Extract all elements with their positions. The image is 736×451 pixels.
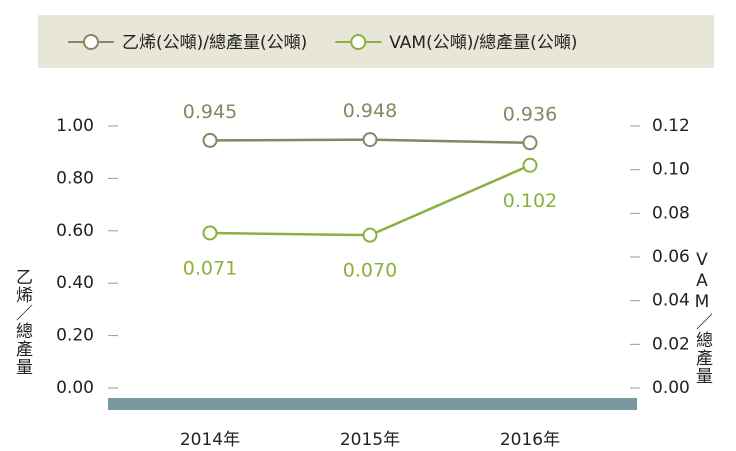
point [362, 227, 378, 243]
y-tick-label: 0.00 [56, 378, 94, 398]
y2-tick-label: 0.10 [652, 160, 690, 180]
y-tick-label: 0.20 [56, 326, 94, 346]
point [362, 132, 378, 148]
y-tick-label: 1.00 [56, 116, 94, 136]
y2-tick-label: 0.04 [652, 291, 690, 311]
data-label: 0.936 [503, 103, 557, 125]
y2-tick-label: 0.02 [652, 334, 690, 354]
y2-tick-label: 0.12 [652, 116, 690, 136]
x-tick-label: 2014年 [180, 430, 240, 450]
legend-label: VAM(公噸)/總產量(公噸) [389, 33, 577, 53]
y2-axis-label: VAM／總產量 [692, 250, 713, 385]
data-label: 0.948 [343, 100, 397, 122]
y-tick-label: 0.40 [56, 273, 94, 293]
y-axis-label: 乙烯／總產量 [12, 268, 33, 376]
y-tick-label: 0.60 [56, 221, 94, 241]
y2-tick-label: 0.08 [652, 203, 690, 223]
data-label: 0.071 [183, 257, 237, 279]
y2-tick-label: 0.06 [652, 247, 690, 267]
point [202, 132, 218, 148]
y2-tick-label: 0.00 [652, 378, 690, 398]
series-line [209, 164, 531, 237]
data-label: 0.070 [343, 260, 397, 282]
point [522, 135, 538, 151]
y-tick-label: 0.80 [56, 168, 94, 188]
point [202, 225, 218, 241]
legend-marker [350, 34, 367, 50]
x-tick-label: 2015年 [340, 430, 400, 450]
legend-label: 乙烯(公噸)/總產量(公噸) [122, 33, 307, 53]
base-band [108, 398, 637, 410]
data-label: 0.945 [183, 101, 237, 123]
data-label: 0.102 [503, 190, 557, 212]
point [522, 157, 538, 173]
x-tick-label: 2016年 [500, 430, 560, 450]
legend-marker [83, 34, 99, 50]
